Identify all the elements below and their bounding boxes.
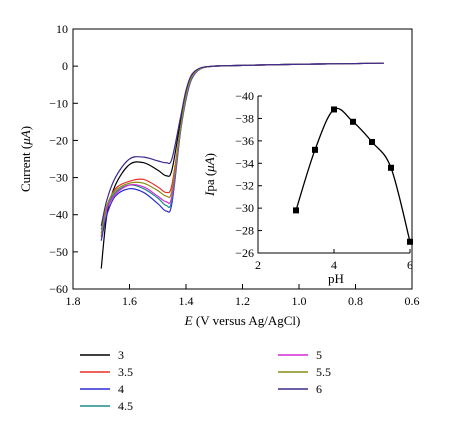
main-series-group <box>100 62 384 269</box>
main-y-tick-label: −40 <box>49 208 68 222</box>
inset-background <box>258 96 410 253</box>
inset-x-tick-label: 2 <box>255 258 261 272</box>
main-x-tick-label: 1.8 <box>66 294 81 308</box>
main-ticks: 1.8 1.6 1.4 1.2 1.0 0.8 0.6 10 0 −10 −20 −30 −40 −50 −… <box>49 22 419 308</box>
legend-label-pH-4: 4 <box>118 382 124 396</box>
main-y-tick-label: −10 <box>49 96 68 110</box>
inset-y-axis-label: Ipa (μA) <box>202 153 217 197</box>
inset-y-tick-label: −28 <box>235 224 254 238</box>
inset-y-tick-label: −32 <box>235 179 254 193</box>
main-x-tick-label: 0.6 <box>405 294 420 308</box>
main-y-tick-label: −20 <box>49 133 68 147</box>
legend-label-pH-4.5: 4.5 <box>118 399 133 413</box>
inset-y-tick-label: −36 <box>235 134 254 148</box>
inset-y-tick-label: −30 <box>235 201 254 215</box>
legend: 3 3.5 4 4.5 5 5.5 6 <box>80 348 331 413</box>
inset-data-points <box>293 106 413 245</box>
inset-data-point <box>407 238 413 245</box>
main-x-tick-label: 1.2 <box>235 294 250 308</box>
main-y-axis-label: Current (μA) <box>18 126 33 192</box>
inset-y-tick-label: −26 <box>235 246 254 260</box>
main-x-axis-label: E (V versus Ag/AgCl) <box>184 313 301 328</box>
inset-ticks: 2 4 6 −40 −38 −36 −34 −32 −30 −28 −26 <box>235 89 413 272</box>
main-y-tick-label: −50 <box>49 245 68 259</box>
main-x-tick-label: 0.8 <box>348 294 363 308</box>
series-line-pH-6 <box>100 62 384 226</box>
inset-x-tick-label: 6 <box>407 258 413 272</box>
main-x-tick-label: 1.6 <box>122 294 137 308</box>
inset-data-point <box>293 207 299 214</box>
main-y-tick-label: −30 <box>49 171 68 185</box>
inset-data-point <box>312 146 318 153</box>
main-y-tick-label: 10 <box>56 22 68 36</box>
main-x-tick-label: 1.4 <box>179 294 194 308</box>
main-y-tick-label: −60 <box>49 282 68 296</box>
inset-axes <box>257 96 410 254</box>
main-x-tick-label: 1.0 <box>292 294 307 308</box>
legend-label-pH-6: 6 <box>316 382 322 396</box>
inset-data-point <box>350 118 356 125</box>
inset-x-tick-label: 4 <box>331 258 337 272</box>
legend-label-pH-5: 5 <box>316 348 322 362</box>
inset-x-axis-label: pH <box>328 271 344 286</box>
inset-data-point <box>388 164 394 171</box>
inset-data-point <box>331 106 337 113</box>
legend-label-pH-5.5: 5.5 <box>316 365 331 379</box>
inset-y-tick-label: −40 <box>235 89 254 103</box>
inset-data-point <box>369 138 375 145</box>
main-chart: 1.8 1.6 1.4 1.2 1.0 0.8 0.6 10 0 −10 −20 −30 −40 −50 −… <box>18 22 420 328</box>
inset-y-tick-label: −34 <box>235 156 254 170</box>
inset-y-tick-label: −38 <box>235 111 254 125</box>
legend-label-pH-3.5: 3.5 <box>118 365 133 379</box>
main-y-tick-label: 0 <box>62 59 68 73</box>
legend-label-pH-3: 3 <box>118 348 124 362</box>
inset-chart: 2 4 6 −40 −38 −36 −34 −32 −30 −28 −26 Ipa (μA) pH <box>202 89 413 286</box>
